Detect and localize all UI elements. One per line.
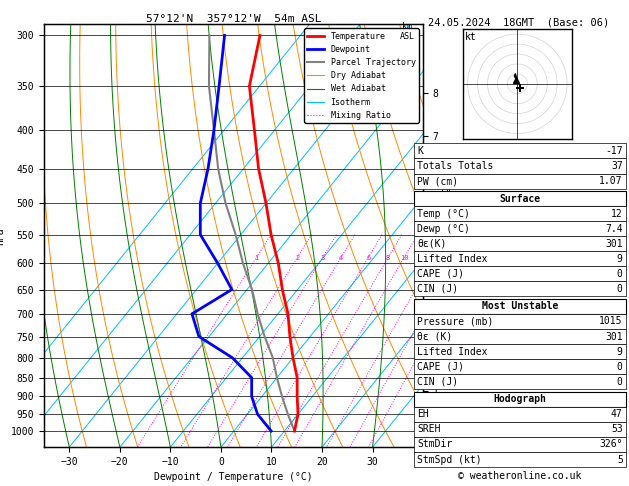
Text: 9: 9 <box>617 347 623 357</box>
Text: 37: 37 <box>611 161 623 171</box>
Text: CAPE (J): CAPE (J) <box>417 269 464 279</box>
Text: 301: 301 <box>605 331 623 342</box>
Text: 24.05.2024  18GMT  (Base: 06): 24.05.2024 18GMT (Base: 06) <box>428 17 610 27</box>
Text: 326°: 326° <box>599 439 623 450</box>
Text: © weatheronline.co.uk: © weatheronline.co.uk <box>458 471 582 481</box>
Text: 9: 9 <box>617 254 623 264</box>
Text: K: K <box>417 146 423 156</box>
Text: θε(K): θε(K) <box>417 239 447 249</box>
Text: 6: 6 <box>366 255 370 260</box>
Text: 0: 0 <box>617 377 623 387</box>
Text: Surface: Surface <box>499 193 540 204</box>
Text: 0: 0 <box>617 269 623 279</box>
Text: Lifted Index: Lifted Index <box>417 254 487 264</box>
Text: 1: 1 <box>254 255 259 260</box>
Title: 57°12'N  357°12'W  54m ASL: 57°12'N 357°12'W 54m ASL <box>146 14 321 23</box>
X-axis label: Dewpoint / Temperature (°C): Dewpoint / Temperature (°C) <box>154 472 313 483</box>
Text: Totals Totals: Totals Totals <box>417 161 493 171</box>
Text: 3: 3 <box>320 255 325 260</box>
Text: CAPE (J): CAPE (J) <box>417 362 464 372</box>
Y-axis label: Mixing Ratio (g/kg): Mixing Ratio (g/kg) <box>442 180 452 292</box>
Text: Pressure (mb): Pressure (mb) <box>417 316 493 327</box>
Text: 301: 301 <box>605 239 623 249</box>
Text: θε (K): θε (K) <box>417 331 452 342</box>
Legend: Temperature, Dewpoint, Parcel Trajectory, Dry Adiabat, Wet Adiabat, Isotherm, Mi: Temperature, Dewpoint, Parcel Trajectory… <box>304 29 419 123</box>
Text: EH: EH <box>417 409 429 419</box>
Text: 10: 10 <box>399 255 408 260</box>
Text: SREH: SREH <box>417 424 440 434</box>
Text: LCL: LCL <box>426 410 440 419</box>
Text: CIN (J): CIN (J) <box>417 284 458 294</box>
Text: Lifted Index: Lifted Index <box>417 347 487 357</box>
Text: 1.07: 1.07 <box>599 176 623 186</box>
Y-axis label: hPa: hPa <box>0 227 5 244</box>
Text: 2: 2 <box>295 255 299 260</box>
Text: 5: 5 <box>617 454 623 465</box>
Text: 12: 12 <box>611 208 623 219</box>
Text: PW (cm): PW (cm) <box>417 176 458 186</box>
Text: kt: kt <box>465 33 477 42</box>
Text: Dewp (°C): Dewp (°C) <box>417 224 470 234</box>
Text: 53: 53 <box>611 424 623 434</box>
Text: 8: 8 <box>386 255 390 260</box>
Text: km
ASL: km ASL <box>399 22 415 41</box>
Text: 47: 47 <box>611 409 623 419</box>
Text: 0: 0 <box>617 362 623 372</box>
Text: Temp (°C): Temp (°C) <box>417 208 470 219</box>
Text: StmDir: StmDir <box>417 439 452 450</box>
Text: 0: 0 <box>617 284 623 294</box>
Text: 7.4: 7.4 <box>605 224 623 234</box>
Text: 4: 4 <box>339 255 343 260</box>
Text: 1015: 1015 <box>599 316 623 327</box>
Text: CIN (J): CIN (J) <box>417 377 458 387</box>
Text: -17: -17 <box>605 146 623 156</box>
Text: StmSpd (kt): StmSpd (kt) <box>417 454 482 465</box>
Text: Hodograph: Hodograph <box>493 394 547 404</box>
Text: Most Unstable: Most Unstable <box>482 301 558 312</box>
